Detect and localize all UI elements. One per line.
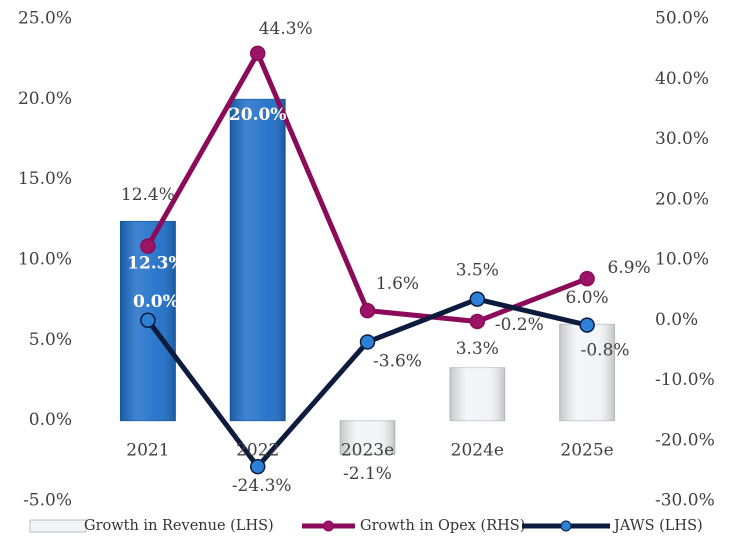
marker <box>359 302 376 319</box>
legend-swatch <box>29 519 87 533</box>
data-label: 6.9% <box>607 258 650 278</box>
marker <box>359 334 376 350</box>
data-label: 12.3% <box>127 254 185 274</box>
marker <box>140 238 156 254</box>
y2-tick-label: 20.0% <box>655 189 709 209</box>
legend-label: Growth in Opex (RHS) <box>360 518 525 534</box>
y2-tick-label: -10.0% <box>655 370 715 390</box>
marker <box>249 458 266 475</box>
bar-sheen <box>449 367 505 421</box>
y-tick-label: -5.0% <box>23 491 72 511</box>
y-tick-label: 0.0% <box>29 410 72 430</box>
x-tick-label: 2022 <box>236 441 279 461</box>
y-tick-label: 10.0% <box>18 250 72 270</box>
bar-sheen <box>559 324 615 421</box>
y2-tick-label: 40.0% <box>655 69 709 89</box>
y2-tick-label: 10.0% <box>655 250 709 270</box>
bar-sheen <box>230 99 286 421</box>
y2-tick-label: -20.0% <box>655 430 715 450</box>
y2-tick-label: 50.0% <box>655 9 709 29</box>
data-label: 20.0% <box>229 105 287 125</box>
data-label: 44.3% <box>259 19 313 39</box>
marker <box>469 313 486 330</box>
y-tick-label: 20.0% <box>18 89 72 109</box>
y2-tick-label: 30.0% <box>655 129 709 149</box>
x-tick-label: 2025e <box>560 441 613 461</box>
marker <box>469 291 486 307</box>
marker <box>579 270 595 287</box>
marker <box>579 317 595 333</box>
y-tick-label: 25.0% <box>18 9 72 29</box>
y2-tick-label: -30.0% <box>655 491 715 511</box>
x-tick-label: 2023e <box>341 441 394 461</box>
data-label: 6.0% <box>565 288 608 308</box>
data-label: -3.6% <box>373 351 422 371</box>
legend-label: Growth in Revenue (LHS) <box>84 518 274 534</box>
data-label: 12.4% <box>121 185 175 205</box>
y2-tick-label: 0.0% <box>655 310 698 330</box>
bar-sheen <box>340 420 395 455</box>
data-label: 1.6% <box>376 274 419 294</box>
data-label: 3.3% <box>456 339 499 359</box>
data-label: 0.0% <box>133 292 179 312</box>
y-tick-label: 15.0% <box>18 169 72 189</box>
data-label: -24.3% <box>232 476 292 496</box>
y-tick-label: 5.0% <box>29 330 72 350</box>
data-label: 3.5% <box>456 261 499 281</box>
data-label: -0.2% <box>495 315 544 335</box>
line <box>145 50 589 324</box>
data-label: -2.1% <box>343 464 392 484</box>
legend-marker <box>323 520 334 532</box>
legend-marker <box>560 520 572 532</box>
x-tick-label: 2024e <box>451 441 504 461</box>
x-tick-label: 2021 <box>126 441 169 461</box>
marker <box>140 312 156 328</box>
data-label: -0.8% <box>581 341 630 361</box>
legend-label: JAWS (LHS) <box>612 518 703 534</box>
marker <box>249 45 266 62</box>
